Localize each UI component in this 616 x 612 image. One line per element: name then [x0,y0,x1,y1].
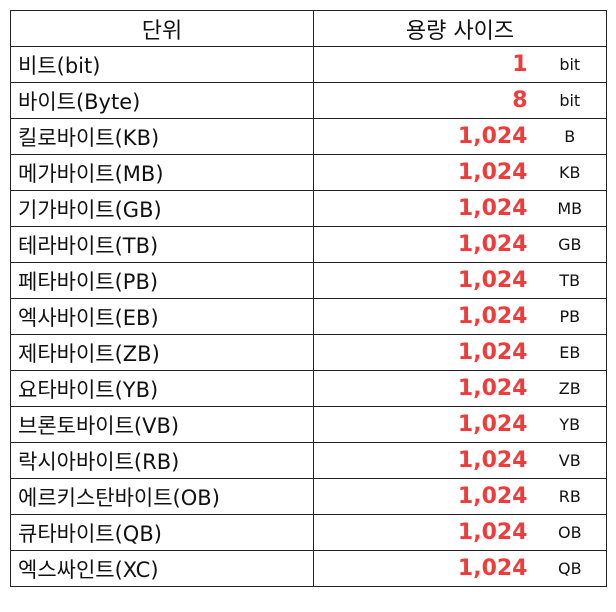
table-row: 브론토바이트(VB) 1,024 YB [10,406,608,443]
unit-name-cell[interactable]: 엑사바이트(EB) [10,298,314,335]
column-header-size[interactable]: 용량 사이즈 [313,10,608,47]
unit-value-cell[interactable]: 1,024 [313,442,534,479]
unit-suffix-cell[interactable]: bit [533,46,608,83]
unit-suffix-cell[interactable]: OB [533,514,608,551]
unit-suffix-cell[interactable]: TB [533,262,608,299]
table-row: 페타바이트(PB) 1,024 TB [10,262,608,299]
unit-name-cell[interactable]: 요타바이트(YB) [10,370,314,407]
unit-suffix-cell[interactable]: ZB [533,370,608,407]
header-row: 단위 용량 사이즈 [10,10,608,47]
table-row: 락시아바이트(RB) 1,024 VB [10,442,608,479]
table-row: 비트(bit) 1 bit [10,46,608,83]
unit-value-cell[interactable]: 1 [313,46,534,83]
unit-name-cell[interactable]: 엑스싸인트(XC) [10,550,314,587]
unit-value-cell[interactable]: 1,024 [313,334,534,371]
table-row: 제타바이트(ZB) 1,024 EB [10,334,608,371]
unit-name-cell[interactable]: 비트(bit) [10,46,314,83]
unit-value-cell[interactable]: 8 [313,82,534,119]
table-row: 엑스싸인트(XC) 1,024 QB [10,550,608,587]
unit-suffix-cell[interactable]: QB [533,550,608,587]
unit-name-cell[interactable]: 락시아바이트(RB) [10,442,314,479]
unit-value-cell[interactable]: 1,024 [313,298,534,335]
unit-name-cell[interactable]: 기가바이트(GB) [10,190,314,227]
unit-suffix-cell[interactable]: EB [533,334,608,371]
unit-suffix-cell[interactable]: GB [533,226,608,263]
unit-suffix-cell[interactable]: bit [533,82,608,119]
table-row: 기가바이트(GB) 1,024 MB [10,190,608,227]
table-row: 큐타바이트(QB) 1,024 OB [10,514,608,551]
unit-value-cell[interactable]: 1,024 [313,154,534,191]
table-row: 킬로바이트(KB) 1,024 B [10,118,608,155]
unit-name-cell[interactable]: 브론토바이트(VB) [10,406,314,443]
unit-suffix-cell[interactable]: RB [533,478,608,515]
unit-value-cell[interactable]: 1,024 [313,478,534,515]
unit-suffix-cell[interactable]: B [533,118,608,155]
unit-value-cell[interactable]: 1,024 [313,190,534,227]
unit-value-cell[interactable]: 1,024 [313,514,534,551]
table-row: 테라바이트(TB) 1,024 GB [10,226,608,263]
unit-name-cell[interactable]: 킬로바이트(KB) [10,118,314,155]
table-row: 에르키스탄바이트(OB) 1,024 RB [10,478,608,515]
unit-value-cell[interactable]: 1,024 [313,406,534,443]
unit-suffix-cell[interactable]: KB [533,154,608,191]
unit-value-cell[interactable]: 1,024 [313,226,534,263]
table-row: 엑사바이트(EB) 1,024 PB [10,298,608,335]
unit-value-cell[interactable]: 1,024 [313,370,534,407]
unit-value-cell[interactable]: 1,024 [313,262,534,299]
unit-name-cell[interactable]: 테라바이트(TB) [10,226,314,263]
unit-suffix-cell[interactable]: PB [533,298,608,335]
table-row: 바이트(Byte) 8 bit [10,82,608,119]
table-row: 메가바이트(MB) 1,024 KB [10,154,608,191]
column-header-unit[interactable]: 단위 [10,10,314,47]
unit-name-cell[interactable]: 제타바이트(ZB) [10,334,314,371]
unit-name-cell[interactable]: 에르키스탄바이트(OB) [10,478,314,515]
unit-value-cell[interactable]: 1,024 [313,550,534,587]
unit-size-table: 단위 용량 사이즈 비트(bit) 1 bit 바이트(Byte) 8 bit … [10,10,608,587]
unit-name-cell[interactable]: 페타바이트(PB) [10,262,314,299]
unit-name-cell[interactable]: 바이트(Byte) [10,82,314,119]
unit-name-cell[interactable]: 큐타바이트(QB) [10,514,314,551]
unit-suffix-cell[interactable]: YB [533,406,608,443]
unit-value-cell[interactable]: 1,024 [313,118,534,155]
unit-suffix-cell[interactable]: VB [533,442,608,479]
unit-name-cell[interactable]: 메가바이트(MB) [10,154,314,191]
table-row: 요타바이트(YB) 1,024 ZB [10,370,608,407]
unit-suffix-cell[interactable]: MB [533,190,608,227]
